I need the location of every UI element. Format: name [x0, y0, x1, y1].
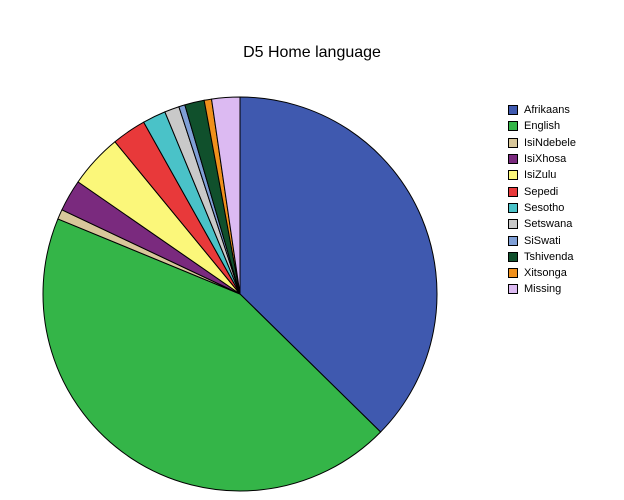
legend-swatch: [508, 284, 518, 295]
chart-title: D5 Home language: [243, 44, 381, 61]
legend-label: Missing: [524, 283, 562, 296]
legend-label: IsiNdebele: [524, 136, 576, 149]
legend-swatch: [508, 186, 518, 197]
legend-item-sesotho: Sesotho: [508, 200, 618, 216]
pie-slice-english: [42, 218, 382, 492]
pie-slice-missing: [211, 96, 241, 295]
legend-swatch: [508, 268, 518, 279]
legend-item-isixhosa: IsiXhosa: [508, 151, 618, 167]
legend-swatch: [508, 251, 518, 262]
legend-label: IsiZulu: [524, 169, 557, 182]
legend-swatch: [508, 219, 518, 230]
legend-item-siswati: SiSwati: [508, 232, 618, 248]
pie-slice-afrikaans: [239, 96, 438, 433]
legend-label: Sepedi: [524, 185, 559, 198]
legend-item-isizulu: IsiZulu: [508, 167, 618, 183]
legend-swatch: [508, 137, 518, 148]
legend-label: Setswana: [524, 218, 573, 231]
legend-label: Afrikaans: [524, 104, 570, 117]
legend-swatch: [508, 154, 518, 165]
legend-item-tshivenda: Tshivenda: [508, 249, 618, 265]
legend-item-afrikaans: Afrikaans: [508, 102, 618, 118]
legend-swatch: [508, 105, 518, 116]
legend-label: Sesotho: [524, 201, 565, 214]
legend-swatch: [508, 202, 518, 213]
legend-label: English: [524, 120, 561, 133]
legend-label: SiSwati: [524, 234, 561, 247]
legend-item-sepedi: Sepedi: [508, 183, 618, 199]
legend-item-missing: Missing: [508, 281, 618, 297]
legend-item-xitsonga: Xitsonga: [508, 265, 618, 281]
legend-item-isindebele: IsiNdebele: [508, 135, 618, 151]
legend-swatch: [508, 170, 518, 181]
legend-label: IsiXhosa: [524, 153, 567, 166]
legend-label: Xitsonga: [524, 267, 567, 280]
legend-item-setswana: Setswana: [508, 216, 618, 232]
legend-swatch: [508, 121, 518, 132]
legend-label: Tshivenda: [524, 250, 574, 263]
legend-swatch: [508, 235, 518, 246]
legend: Afrikaans English IsiNdebele IsiXhosa IsiZul…: [508, 102, 618, 298]
legend-item-english: English: [508, 118, 618, 134]
